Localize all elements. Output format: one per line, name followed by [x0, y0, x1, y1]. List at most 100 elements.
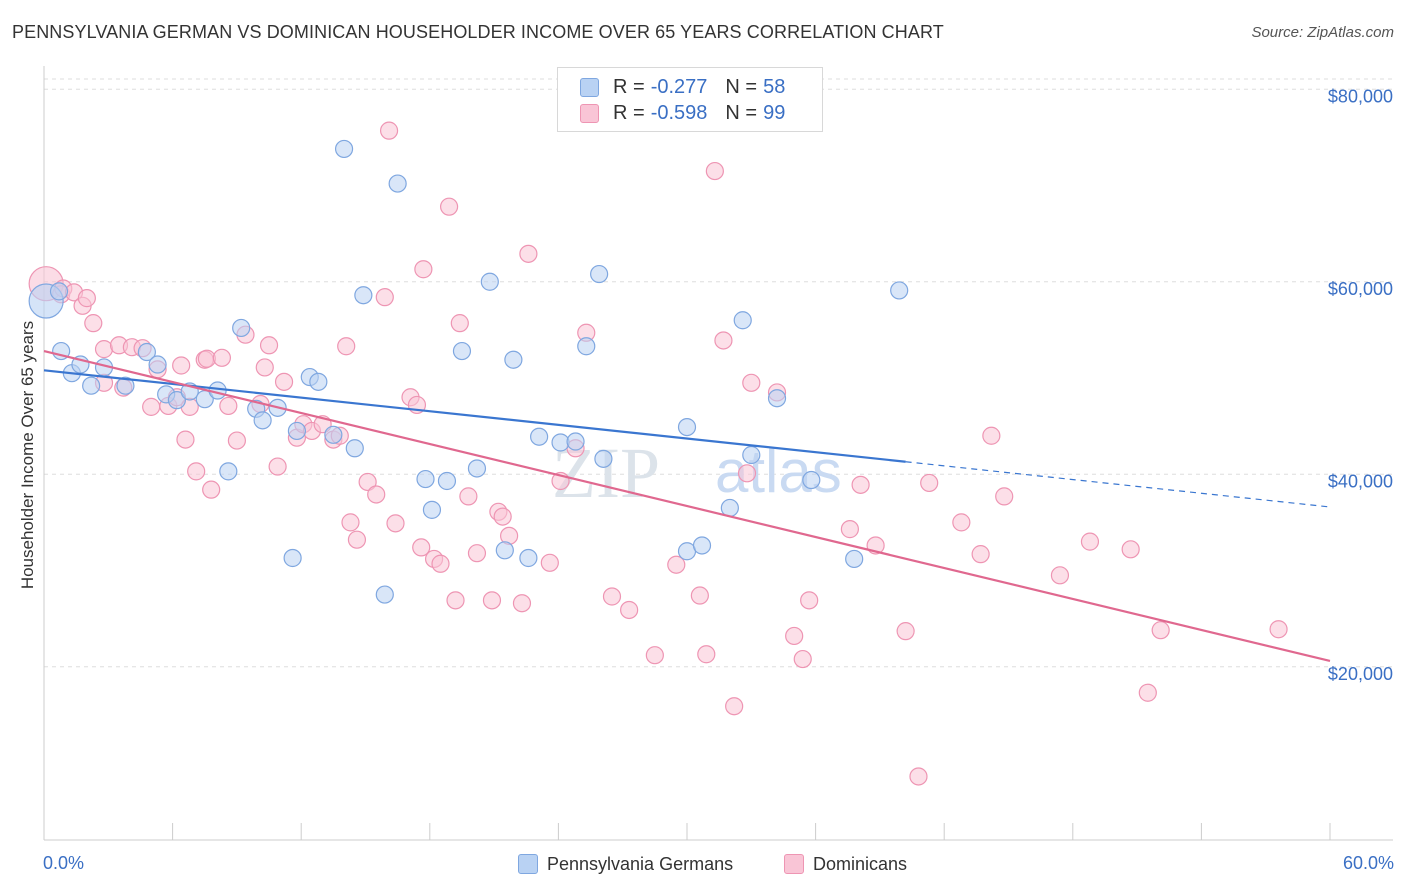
data-point-pennsylvania-germans: [594, 449, 613, 468]
data-point-dominicans: [667, 555, 686, 574]
data-point-dominicans: [358, 472, 377, 492]
data-point-pennsylvania-germans: [437, 471, 457, 491]
data-point-dominicans: [982, 426, 1001, 445]
legend-row-pennsylvania-germans: R = -0.277 N = 58: [580, 76, 785, 98]
legend-label: Pennsylvania Germans: [547, 853, 734, 874]
data-point-dominicans: [602, 587, 622, 606]
data-point-dominicans: [737, 464, 757, 483]
data-point-pennsylvania-germans: [530, 427, 549, 446]
data-point-dominicans: [459, 487, 478, 506]
data-point-dominicans: [172, 356, 191, 375]
data-point-pennsylvania-germans: [802, 470, 821, 490]
data-point-dominicans: [995, 487, 1014, 506]
data-point-pennsylvania-germans: [480, 272, 499, 291]
data-point-dominicans: [1269, 620, 1288, 639]
data-point-pennsylvania-germans: [845, 549, 864, 569]
data-point-dominicans: [450, 314, 469, 333]
legend-r-label: R =: [613, 101, 645, 124]
data-point-pennsylvania-germans: [283, 548, 302, 568]
y-tick-labels: $20,000 $40,000 $60,000 $80,000: [1328, 86, 1393, 684]
legend-swatch-blue: [580, 77, 599, 97]
data-point-dominicans: [446, 591, 465, 610]
data-point-pennsylvania-germans: [551, 433, 570, 452]
legend-n-value: 58: [763, 75, 786, 98]
data-point-dominicans: [367, 485, 386, 504]
data-point-dominicans: [219, 396, 238, 416]
data-point-dominicans: [840, 520, 859, 539]
legend-r-label: R =: [613, 75, 645, 98]
trend-lines: [43, 349, 1331, 663]
data-point-pennsylvania-germans: [219, 462, 238, 481]
data-point-dominicans: [690, 586, 709, 605]
data-point-pennsylvania-germans: [519, 548, 538, 568]
data-point-pennsylvania-germans: [422, 500, 442, 519]
x-tick-label-max: 60.0%: [1342, 853, 1394, 873]
data-point-pennsylvania-germans: [116, 376, 135, 395]
data-point-dominicans: [1138, 683, 1157, 702]
data-point-dominicans: [742, 373, 761, 392]
data-point-pennsylvania-germans: [232, 318, 251, 338]
legend-swatch-blue: [518, 854, 538, 874]
legend-row-dominicans: R = -0.598 N = 99: [580, 102, 785, 124]
data-point-pennsylvania-germans: [354, 286, 373, 305]
data-point-pennsylvania-germans: [692, 536, 712, 555]
data-point-dominicans: [620, 600, 639, 620]
data-point-dominicans: [467, 544, 487, 563]
data-point-dominicans: [341, 513, 360, 532]
trend-line-dominicans: [43, 349, 1331, 663]
data-point-dominicans: [412, 538, 431, 557]
data-point-dominicans: [142, 397, 161, 416]
data-point-pennsylvania-germans: [452, 341, 472, 361]
data-point-dominicans: [274, 372, 294, 391]
series-pennsylvania-germans: [28, 139, 909, 604]
data-point-pennsylvania-germans: [253, 411, 272, 430]
data-point-dominicans: [268, 457, 287, 476]
data-point-dominicans: [800, 591, 819, 610]
data-point-dominicans: [414, 260, 433, 279]
legend-swatch-pink: [580, 103, 599, 123]
y-tick-label: $40,000: [1328, 471, 1393, 491]
data-point-dominicans: [347, 530, 367, 549]
data-point-pennsylvania-germans: [504, 350, 523, 369]
data-point-pennsylvania-germans: [467, 459, 487, 478]
data-point-dominicans: [84, 314, 103, 333]
data-point-pennsylvania-germans: [324, 425, 343, 444]
chart-title: PENNSYLVANIA GERMAN VS DOMINICAN HOUSEHO…: [12, 22, 944, 42]
data-point-dominicans: [94, 340, 114, 359]
legend-item-dominicans[interactable]: Dominicans: [784, 852, 907, 876]
data-point-pennsylvania-germans: [287, 421, 307, 441]
data-point-dominicans: [176, 430, 195, 449]
axes: [43, 66, 1393, 841]
data-point-pennsylvania-germans: [890, 281, 909, 300]
trend-line-extension-pennsylvania-germans: [905, 461, 1331, 508]
data-point-dominicans: [793, 649, 812, 669]
data-point-dominicans: [920, 473, 939, 493]
x-tick-label-min: 0.0%: [43, 853, 85, 873]
data-point-dominicans: [851, 475, 870, 494]
data-point-pennsylvania-germans: [137, 342, 156, 362]
y-tick-label: $20,000: [1328, 664, 1393, 684]
source-credit: Source: ZipAtlas.com: [1251, 24, 1394, 41]
legend-r-value: -0.598: [650, 101, 708, 124]
data-point-dominicans: [375, 288, 394, 307]
data-point-dominicans: [971, 545, 990, 564]
data-point-dominicans: [187, 462, 206, 481]
data-point-pennsylvania-germans: [590, 264, 609, 284]
data-point-dominicans: [697, 645, 716, 664]
data-point-pennsylvania-germans: [388, 174, 407, 193]
data-point-dominicans: [540, 553, 559, 572]
data-point-pennsylvania-germans: [334, 139, 354, 159]
data-point-dominicans: [255, 358, 274, 377]
correlation-legend: R = -0.277 N = 58 R = -0.598 N = 99: [557, 67, 823, 132]
data-point-pennsylvania-germans: [577, 337, 596, 356]
data-point-pennsylvania-germans: [148, 355, 167, 374]
data-point-dominicans: [714, 331, 733, 350]
legend-swatch-pink: [784, 854, 804, 874]
data-point-pennsylvania-germans: [82, 376, 101, 395]
data-point-dominicans: [785, 626, 804, 646]
data-point-dominicans: [519, 244, 538, 263]
data-point-dominicans: [259, 336, 279, 355]
data-point-dominicans: [1050, 566, 1070, 585]
legend-item-pennsylvania-germans[interactable]: Pennsylvania Germans: [518, 852, 733, 876]
